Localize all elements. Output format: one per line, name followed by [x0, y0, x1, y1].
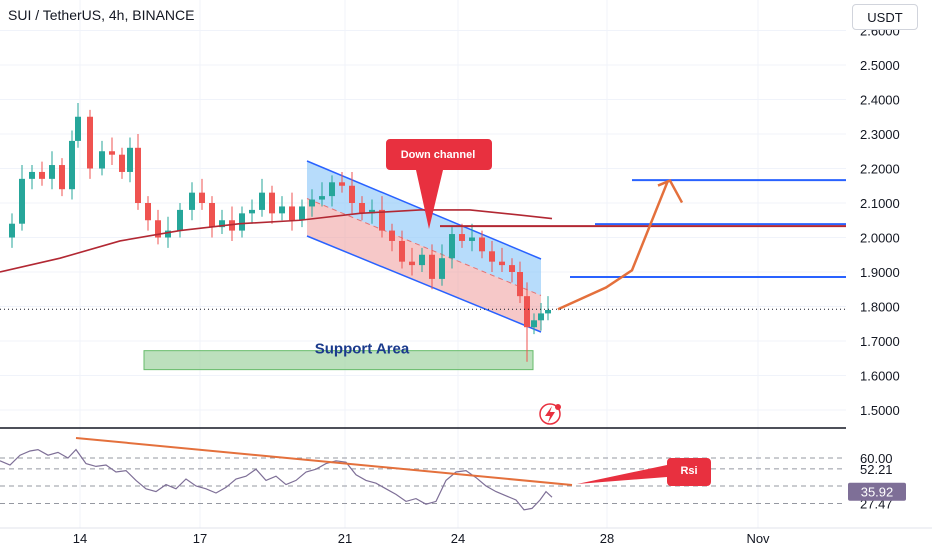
candle-body	[499, 261, 505, 266]
price-tick-label: 2.1000	[860, 196, 900, 211]
rsi-tick-label: 52.21	[860, 462, 893, 477]
candle-body	[509, 265, 515, 272]
price-tick-label: 2.4000	[860, 93, 900, 108]
price-tick-label: 1.7000	[860, 334, 900, 349]
candle-body	[299, 206, 305, 221]
candle-body	[479, 237, 485, 252]
rsi-tick-label: 60.00	[860, 451, 893, 466]
candle-body	[119, 154, 125, 172]
candle-body	[279, 206, 285, 214]
candle-body	[249, 209, 255, 214]
candle-body	[75, 116, 81, 141]
rsi-value-label: 35.92	[861, 485, 894, 500]
lightning-icon[interactable]	[539, 403, 561, 425]
time-tick-label: 21	[338, 531, 352, 546]
candle-body	[517, 272, 523, 297]
price-tick-label: 2.2000	[860, 162, 900, 177]
candle-body	[155, 220, 161, 238]
candle-body	[309, 199, 315, 207]
candle-body	[199, 192, 205, 203]
candle-body	[87, 116, 93, 169]
candle-body	[389, 230, 395, 241]
candle-body	[109, 151, 115, 155]
candle-body	[449, 234, 455, 259]
channel-lower-line	[306, 235, 542, 333]
candle-body	[127, 147, 133, 172]
candle-body	[239, 213, 245, 231]
channel-upper-fill	[307, 161, 541, 296]
rsi-value-badge	[848, 482, 906, 501]
candle-body	[9, 223, 15, 238]
candle-body	[69, 140, 75, 190]
candle-body	[59, 165, 65, 190]
candle-body	[177, 209, 183, 231]
rsi-levels	[0, 457, 846, 505]
candle-body	[359, 203, 365, 214]
candles	[9, 102, 551, 362]
price-tick-label: 1.5000	[860, 403, 900, 418]
candle-body	[99, 151, 105, 169]
down-channel-label: Down channel	[401, 149, 476, 161]
support-zone	[143, 350, 534, 371]
candle-body	[459, 234, 465, 241]
candle-body	[219, 220, 225, 228]
currency-button[interactable]: USDT	[852, 4, 918, 30]
candle-body	[189, 192, 195, 210]
candle-body	[538, 313, 544, 321]
time-tick-label: 14	[73, 531, 87, 546]
candle-body	[369, 209, 375, 214]
candle-body	[439, 258, 445, 279]
candle-body	[429, 254, 435, 279]
time-tick-label: 17	[193, 531, 207, 546]
time-axis[interactable]: 14 17 21 24 28 Nov	[0, 527, 932, 546]
candle-body	[209, 203, 215, 228]
candle-body	[531, 320, 537, 328]
candle-body	[339, 182, 345, 186]
time-tick-label: Nov	[746, 531, 770, 546]
down-channel-callout: Down channel	[386, 139, 492, 229]
candle-body	[409, 261, 415, 266]
price-tick-label: 1.8000	[860, 300, 900, 315]
candle-body	[145, 203, 151, 221]
channel-midline	[306, 198, 542, 296]
rsi-axis-bg	[846, 430, 932, 528]
candle-body	[469, 237, 475, 241]
chart-title: SUI / TetherUS, 4h, BINANCE	[8, 7, 195, 23]
candle-body	[349, 185, 355, 203]
candle-body	[545, 309, 551, 314]
time-tick-label: 28	[600, 531, 614, 546]
candle-body	[289, 206, 295, 221]
moving-average-line	[0, 209, 553, 273]
candle-body	[379, 209, 385, 231]
candle-body	[29, 171, 35, 179]
rsi-label: Rsi	[680, 465, 697, 477]
candle-body	[419, 254, 425, 266]
price-tick-label: 2.5000	[860, 58, 900, 73]
candle-body	[399, 240, 405, 262]
candle-body	[269, 192, 275, 214]
candle-body	[329, 182, 335, 197]
candle-body	[319, 196, 325, 200]
price-tick-label: 1.9000	[860, 265, 900, 280]
price-tick-label: 2.0000	[860, 231, 900, 246]
candle-body	[259, 192, 265, 210]
candle-body	[135, 147, 141, 203]
projection-path	[557, 180, 670, 311]
candle-body	[19, 178, 25, 224]
channel-lower-fill	[307, 198, 541, 332]
time-tick-label: 24	[451, 531, 465, 546]
candle-body	[49, 165, 55, 179]
price-tick-label: 1.6000	[860, 369, 900, 384]
price-tick-label: 2.3000	[860, 127, 900, 142]
rsi-callout: Rsi	[577, 458, 711, 486]
projection-arrowhead	[657, 178, 684, 204]
candle-body	[165, 230, 171, 238]
rsi-trendline	[75, 437, 573, 486]
rsi-line	[0, 448, 553, 511]
support-area-label: Support Area	[315, 341, 410, 358]
candle-body	[489, 251, 495, 262]
candle-body	[39, 171, 45, 179]
